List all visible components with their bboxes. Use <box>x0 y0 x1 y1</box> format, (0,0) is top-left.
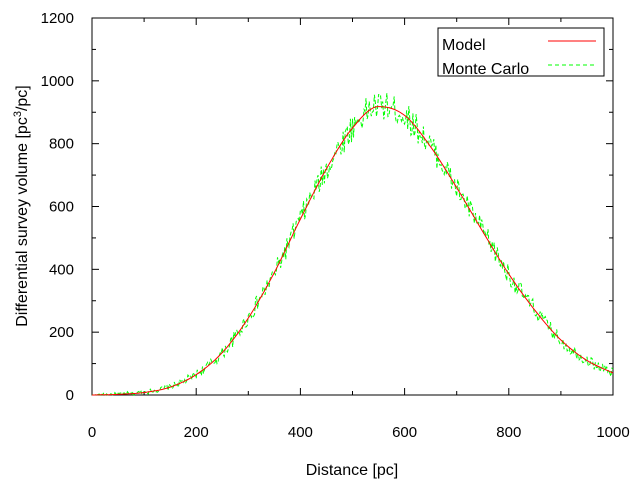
x-tick-label: 0 <box>88 424 96 441</box>
y-tick-label: 800 <box>49 136 74 153</box>
series-line-monte-carlo <box>91 93 614 397</box>
series-line-model <box>92 106 614 396</box>
y-tick-label: 600 <box>49 199 74 216</box>
legend-entry-monte-carlo-label: Monte Carlo <box>442 61 529 78</box>
x-tick-label: 600 <box>392 424 417 441</box>
series-lines <box>91 93 614 397</box>
x-tick-label: 200 <box>184 424 209 441</box>
y-axis-title: Differential survey volume [pc3/pc] <box>12 85 31 327</box>
x-tick-label: 800 <box>496 424 521 441</box>
legend-box <box>437 27 605 77</box>
y-tick-label: 1200 <box>41 10 74 27</box>
x-tick-label: 400 <box>288 424 313 441</box>
y-tick-label: 400 <box>49 261 74 278</box>
legend: Model Monte Carlo <box>437 27 605 78</box>
legend-entry-model-label: Model <box>442 37 486 54</box>
x-axis-title: Distance [pc] <box>306 462 398 479</box>
y-axis-title-prefix: Differential survey volume [pc <box>14 117 31 327</box>
x-tick-label: 1000 <box>596 424 629 441</box>
x-tick-labels: 0 200 400 600 800 1000 <box>88 424 630 441</box>
y-axis-title-superscript: 3 <box>12 111 24 117</box>
y-tick-label: 1000 <box>41 73 74 90</box>
y-axis-title-suffix: /pc] <box>14 85 31 111</box>
y-tick-label: 200 <box>49 324 74 341</box>
y-tick-labels: 0 200 400 600 800 1000 1200 <box>41 10 74 404</box>
y-tick-label: 0 <box>66 387 74 404</box>
